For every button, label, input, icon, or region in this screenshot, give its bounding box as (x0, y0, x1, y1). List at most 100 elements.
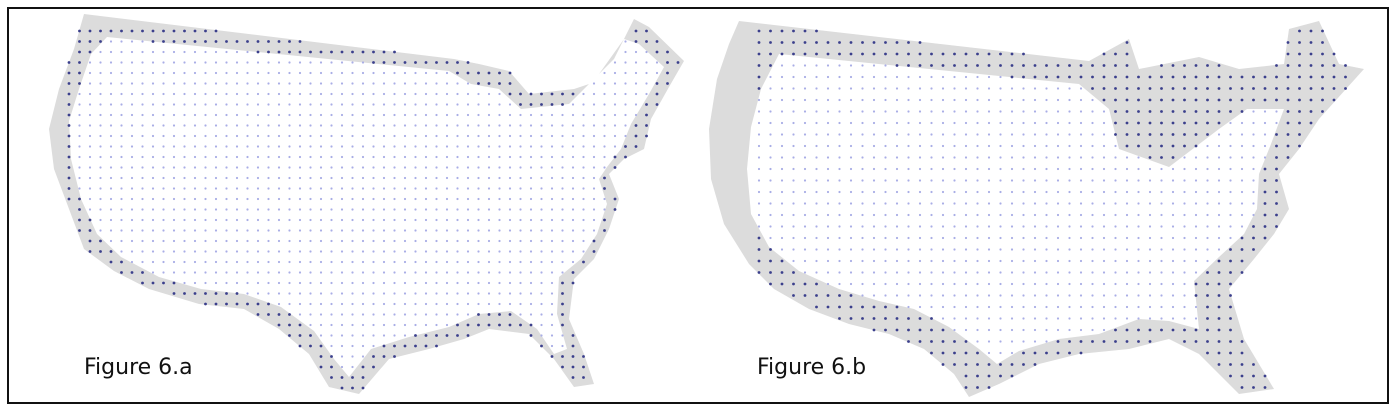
edge-sample-point (976, 363, 979, 366)
interior-sample-point (361, 61, 365, 64)
interior-sample-point (351, 323, 354, 327)
interior-sample-point (838, 236, 841, 240)
interior-sample-point (298, 71, 302, 75)
interior-sample-point (477, 281, 480, 285)
interior-sample-point (330, 323, 333, 327)
interior-sample-point (872, 294, 876, 297)
interior-sample-point (519, 260, 522, 264)
interior-sample-point (826, 87, 830, 90)
interior-sample-point (456, 218, 459, 222)
interior-sample-point (550, 271, 554, 274)
interior-sample-point (235, 134, 239, 138)
interior-sample-point (757, 133, 761, 136)
interior-sample-point (1033, 179, 1037, 182)
interior-sample-point (1252, 121, 1255, 125)
interior-sample-point (1068, 259, 1071, 263)
interior-sample-point (1263, 144, 1267, 148)
edge-sample-point (1286, 87, 1290, 90)
interior-sample-point (1045, 121, 1048, 125)
interior-sample-point (561, 218, 564, 222)
edge-sample-point (141, 281, 144, 285)
interior-sample-point (953, 133, 956, 136)
interior-sample-point (872, 259, 876, 263)
interior-sample-point (826, 259, 830, 263)
interior-sample-point (1022, 305, 1025, 309)
interior-sample-point (1010, 213, 1014, 217)
interior-sample-point (151, 61, 155, 64)
interior-sample-point (624, 71, 627, 75)
interior-sample-point (999, 340, 1002, 343)
interior-sample-point (361, 82, 365, 85)
interior-sample-point (550, 292, 554, 295)
interior-sample-point (918, 294, 922, 297)
edge-sample-point (655, 92, 659, 96)
edge-sample-point (67, 187, 71, 190)
interior-sample-point (769, 133, 772, 136)
interior-sample-point (571, 187, 575, 190)
interior-sample-point (872, 248, 876, 251)
interior-sample-point (861, 167, 864, 171)
interior-sample-point (1217, 190, 1221, 194)
interior-sample-point (838, 121, 841, 125)
interior-sample-point (918, 213, 922, 217)
edge-sample-point (1102, 64, 1106, 67)
interior-sample-point (141, 145, 144, 148)
interior-sample-point (393, 260, 396, 264)
interior-sample-point (592, 229, 596, 232)
interior-sample-point (277, 218, 281, 222)
edge-sample-point (1171, 144, 1175, 148)
interior-sample-point (918, 236, 922, 240)
interior-sample-point (372, 113, 375, 117)
edge-sample-point (529, 103, 533, 106)
edge-sample-point (550, 92, 554, 96)
interior-sample-point (815, 271, 818, 274)
interior-sample-point (267, 113, 270, 117)
interior-sample-point (508, 239, 512, 243)
interior-sample-point (529, 260, 533, 264)
interior-sample-point (382, 71, 386, 75)
interior-sample-point (403, 166, 407, 169)
edge-sample-point (815, 41, 818, 44)
interior-sample-point (999, 236, 1002, 240)
interior-sample-point (351, 302, 354, 306)
edge-sample-point (769, 41, 772, 44)
edge-sample-point (655, 50, 659, 54)
edge-sample-point (1217, 64, 1221, 67)
interior-sample-point (964, 98, 968, 102)
interior-sample-point (477, 145, 480, 148)
interior-sample-point (214, 82, 218, 85)
interior-sample-point (456, 292, 459, 295)
interior-sample-point (288, 155, 291, 159)
edge-sample-point (1114, 110, 1117, 113)
interior-sample-point (1160, 259, 1163, 263)
interior-sample-point (918, 305, 922, 309)
interior-sample-point (815, 98, 818, 102)
edge-sample-point (1010, 64, 1014, 67)
edge-sample-point (498, 313, 501, 316)
interior-sample-point (477, 218, 480, 222)
interior-sample-point (372, 271, 375, 274)
interior-sample-point (424, 271, 428, 274)
interior-sample-point (235, 113, 239, 117)
interior-sample-point (999, 121, 1002, 125)
interior-sample-point (603, 124, 606, 127)
interior-sample-point (1045, 271, 1048, 274)
interior-sample-point (1010, 202, 1014, 205)
interior-sample-point (1022, 110, 1025, 113)
interior-sample-point (987, 236, 991, 240)
interior-sample-point (466, 187, 470, 190)
edge-sample-point (964, 340, 968, 343)
interior-sample-point (645, 82, 648, 85)
interior-sample-point (582, 229, 585, 232)
interior-sample-point (815, 75, 818, 79)
interior-sample-point (561, 229, 564, 232)
interior-sample-point (498, 302, 501, 306)
interior-sample-point (895, 167, 899, 171)
interior-sample-point (838, 225, 841, 228)
interior-sample-point (1217, 156, 1221, 159)
interior-sample-point (183, 281, 186, 285)
interior-sample-point (1079, 282, 1083, 286)
edge-sample-point (1309, 75, 1313, 79)
interior-sample-point (838, 64, 841, 67)
edge-sample-point (1148, 87, 1152, 90)
